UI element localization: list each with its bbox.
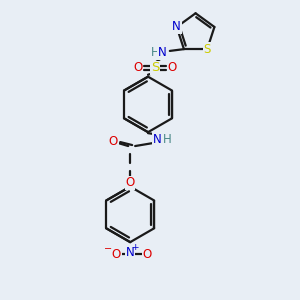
Text: O: O — [134, 61, 143, 74]
Text: H: H — [151, 46, 159, 59]
Text: S: S — [151, 61, 159, 74]
Text: N: N — [153, 133, 161, 146]
Text: −: − — [104, 244, 112, 254]
Text: O: O — [112, 248, 121, 260]
Text: +: + — [131, 243, 139, 252]
Text: H: H — [163, 133, 171, 146]
Text: O: O — [142, 248, 152, 260]
Text: N: N — [158, 46, 166, 59]
Text: S: S — [203, 43, 211, 56]
Text: O: O — [109, 135, 118, 148]
Text: N: N — [126, 245, 135, 259]
Text: O: O — [126, 176, 135, 189]
Text: O: O — [167, 61, 176, 74]
Text: N: N — [172, 20, 181, 34]
